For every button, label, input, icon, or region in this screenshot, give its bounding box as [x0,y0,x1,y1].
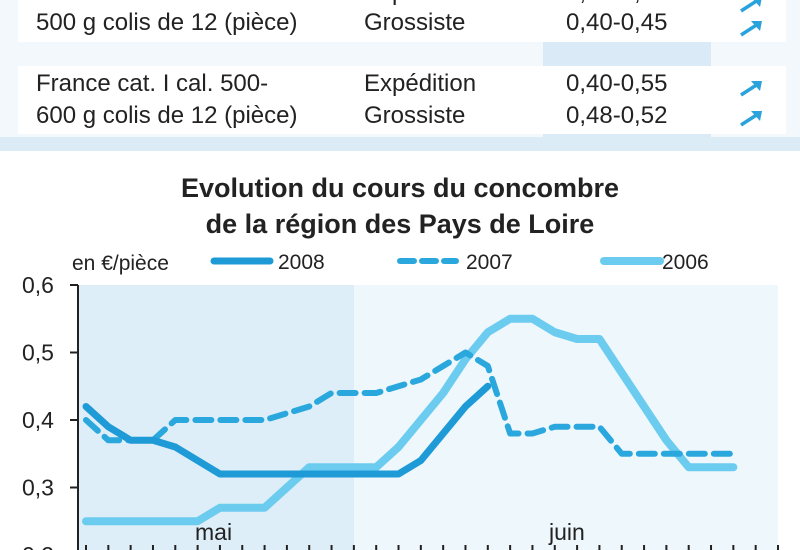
up-arrow-icon [740,111,762,127]
price-table: France cat. I cal. 400- 500 g colis de 1… [0,0,800,140]
legend-label-2006: 2006 [662,251,709,274]
y-tick-label: 0,5 [22,340,54,366]
section-divider [0,137,800,151]
y-tick-label: 0,6 [22,272,54,298]
x-month-label: juin [548,519,585,545]
chart-title: Evolution du cours du concombre de la ré… [0,170,800,242]
market-expedition: Expédition [364,0,476,9]
product-line-2: 600 g colis de 12 (pièce) [36,102,298,129]
table-row: France cat. I cal. 500- 600 g colis de 1… [18,66,786,134]
market-grossiste: Grossiste [364,9,466,36]
legend-label-2008: 2008 [278,251,325,274]
series-line-2007 [83,349,737,457]
price-value: 0,35-0,50 [566,0,667,9]
up-arrow-icon [740,81,762,97]
product-line-1: France cat. I cal. 400- [36,0,268,9]
market-grossiste: Grossiste [364,102,466,129]
price-value: 0,40-0,45 [566,9,668,36]
chart-title-line: de la région des Pays de Loire [205,209,595,239]
chart-title-line: Evolution du cours du concombre [180,173,620,203]
price-value: 0,40-0,55 [566,70,668,97]
price-value: 0,48-0,52 [566,102,668,129]
legend-label-2007: 2007 [466,251,513,274]
y-tick-label: 0,4 [22,407,54,433]
table-row: France cat. I cal. 400- 500 g colis de 1… [18,0,786,42]
up-arrow-icon [740,21,762,37]
up-arrow-icon [740,0,762,13]
product-line-2: 500 g colis de 12 (pièce) [36,9,298,36]
series-line-2008 [82,382,492,478]
y-tick-label: 0,3 [22,475,54,501]
series-line-2006 [82,314,738,526]
y-axis-unit-label: en €/pièce [72,252,169,275]
market-expedition: Expédition [364,70,477,97]
y-tick-label: 0,2 [22,542,54,550]
product-line-1: France cat. I cal. 500- [36,70,269,97]
